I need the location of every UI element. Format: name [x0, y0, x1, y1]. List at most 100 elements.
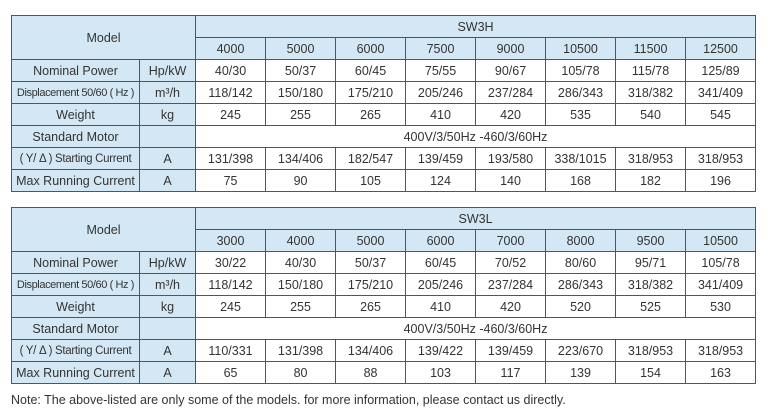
header-row: Model SW3H [10, 15, 757, 60]
cell-value: 341/409 [685, 273, 757, 296]
row-unit: Hp/kW [138, 59, 197, 82]
cell-value: 286/343 [545, 81, 617, 104]
cell-value: 245 [195, 295, 267, 318]
cell-value: 103 [405, 361, 477, 384]
model-label: Model [10, 15, 197, 60]
cell-value: 163 [685, 361, 757, 384]
row-unit: kg [138, 103, 197, 126]
row-label: Max Running Current [11, 361, 140, 384]
row-unit: A [138, 361, 197, 384]
cell-value: 237/284 [475, 81, 547, 104]
table-row: Nominal Power Hp/kW 30/22 40/30 50/37 60/45 70… [11, 251, 757, 274]
model-number: 4000 [265, 229, 337, 252]
cell-value: 318/382 [615, 273, 687, 296]
cell-value: 50/37 [265, 59, 337, 82]
row-label: Standard Motor [11, 317, 140, 340]
row-unit: A [138, 339, 197, 362]
row-unit: m³/h [138, 81, 197, 104]
cell-value: 223/670 [545, 339, 617, 362]
row-label: Displacement 50/60 ( Hz ) [11, 273, 140, 296]
cell-value: 535 [545, 103, 617, 126]
cell-value: 80/60 [545, 251, 617, 274]
cell-value: 255 [265, 103, 337, 126]
cell-value: 540 [615, 103, 687, 126]
cell-value: 139/459 [405, 147, 477, 170]
cell-value: 75 [195, 169, 267, 192]
table-row: Weight kg 245 255 265 410 420 535 540 545 [11, 103, 757, 126]
table-row: ( Y/ Δ ) Starting Current A 110/331 131/398… [11, 339, 757, 362]
cell-value: 75/55 [405, 59, 477, 82]
model-number: 7000 [475, 229, 547, 252]
model-number: 4000 [195, 37, 267, 60]
cell-value: 131/398 [265, 339, 337, 362]
cell-value: 338/1015 [545, 147, 617, 170]
cell-value: 318/953 [615, 339, 687, 362]
cell-value: 140 [475, 169, 547, 192]
merged-value: 400V/3/50Hz -460/3/60Hz [195, 317, 757, 340]
cell-value: 60/45 [335, 59, 407, 82]
cell-value: 205/246 [405, 273, 477, 296]
cell-value: 80 [265, 361, 337, 384]
cell-value: 131/398 [195, 147, 267, 170]
cell-value: 110/331 [195, 339, 267, 362]
cell-value: 134/406 [335, 339, 407, 362]
table-row: Standard Motor 400V/3/50Hz -460/3/60Hz [11, 317, 757, 340]
model-number: 10500 [685, 229, 757, 252]
model-row: 4000 5000 6000 7500 9000 10500 11500 12500 [12, 37, 757, 60]
table-row: Nominal Power Hp/kW 40/30 50/37 60/45 75/55 90… [11, 59, 757, 82]
cell-value: 420 [475, 295, 547, 318]
cell-value: 139/422 [405, 339, 477, 362]
cell-value: 40/30 [265, 251, 337, 274]
cell-value: 286/343 [545, 273, 617, 296]
row-unit: m³/h [138, 273, 197, 296]
cell-value: 420 [475, 103, 547, 126]
table-row: ( Y/ Δ ) Starting Current A 131/398 134/406… [11, 147, 757, 170]
model-number: 9000 [475, 37, 547, 60]
cell-value: 182/547 [335, 147, 407, 170]
cell-value: 40/30 [195, 59, 267, 82]
row-unit: A [138, 147, 197, 170]
cell-value: 265 [335, 295, 407, 318]
table-row: Displacement 50/60 ( Hz ) m³/h 118/142 150/… [11, 81, 757, 104]
row-label: Standard Motor [11, 125, 140, 148]
series-name: SW3L [195, 207, 757, 230]
table-row: Standard Motor 400V/3/50Hz -460/3/60Hz [11, 125, 757, 148]
cell-value: 124 [405, 169, 477, 192]
cell-value: 118/142 [195, 273, 267, 296]
cell-value: 150/180 [265, 81, 337, 104]
model-number: 12500 [685, 37, 757, 60]
cell-value: 105 [335, 169, 407, 192]
cell-value: 410 [405, 103, 477, 126]
cell-value: 205/246 [405, 81, 477, 104]
row-label: Weight [11, 103, 140, 126]
model-number: 11500 [615, 37, 687, 60]
model-number: 5000 [265, 37, 337, 60]
row-unit: A [138, 169, 197, 192]
cell-value: 115/78 [615, 59, 687, 82]
cell-value: 265 [335, 103, 407, 126]
cell-value: 90 [265, 169, 337, 192]
row-label: Displacement 50/60 ( Hz ) [11, 81, 140, 104]
row-label: Max Running Current [11, 169, 140, 192]
cell-value: 193/580 [475, 147, 547, 170]
sw3h-spec-table: Model SW3H 4000 5000 6000 7500 9000 10500 11500 1… [10, 15, 757, 192]
cell-value: 175/210 [335, 273, 407, 296]
cell-value: 65 [195, 361, 267, 384]
table-row: Max Running Current A 75 90 105 124 140 168 182 1… [11, 169, 757, 192]
cell-value: 545 [685, 103, 757, 126]
cell-value: 318/953 [685, 339, 757, 362]
row-unit: kg [138, 295, 197, 318]
row-unit [138, 317, 197, 340]
cell-value: 90/67 [475, 59, 547, 82]
cell-value: 318/382 [615, 81, 687, 104]
model-row: 3000 4000 5000 6000 7000 8000 9500 10500 [12, 229, 757, 252]
table-row: Weight kg 245 255 265 410 420 520 525 530 [11, 295, 757, 318]
cell-value: 125/89 [685, 59, 757, 82]
cell-value: 60/45 [405, 251, 477, 274]
table-row: Max Running Current A 65 80 88 103 117 139 154 16… [11, 361, 757, 384]
row-label: Nominal Power [11, 251, 140, 274]
cell-value: 30/22 [195, 251, 267, 274]
cell-value: 520 [545, 295, 617, 318]
footnote: Note: The above-listed are only some of … [11, 393, 566, 407]
cell-value: 255 [265, 295, 337, 318]
